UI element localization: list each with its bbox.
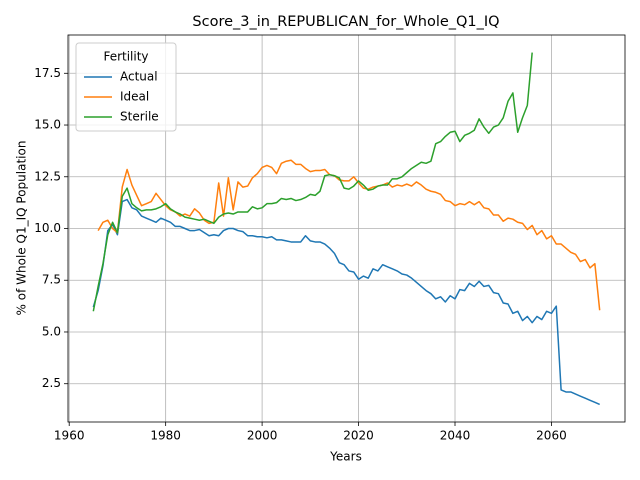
x-tick-label: 2060 [536,429,567,443]
y-tick-label: 12.5 [34,169,61,183]
x-tick-label: 2020 [343,429,374,443]
y-axis-label: % of Whole Q1_IQ Population [15,141,29,316]
y-tick-label: 17.5 [34,66,61,80]
y-tick-label: 15.0 [34,118,61,132]
y-tick-label: 5.0 [42,324,61,338]
x-tick-label: 2000 [247,429,278,443]
x-tick-label: 2040 [440,429,471,443]
chart-title: Score_3_in_REPUBLICAN_for_Whole_Q1_IQ [192,14,499,30]
legend-label: Sterile [120,110,159,124]
legend-label: Actual [120,70,158,84]
series-line [92,52,533,312]
y-tick-label: 7.5 [42,273,61,287]
plot-frame [67,34,626,423]
series-line [92,198,600,406]
legend-label: Ideal [120,90,149,104]
y-tick-label: 2.5 [42,376,61,390]
x-axis-label: Years [329,450,362,464]
legend-title: Fertility [103,50,148,64]
x-tick-label: 1980 [150,429,181,443]
y-tick-label: 10.0 [34,221,61,235]
legend-box [75,42,177,132]
x-tick-label: 1960 [54,429,85,443]
series-line [97,159,601,311]
